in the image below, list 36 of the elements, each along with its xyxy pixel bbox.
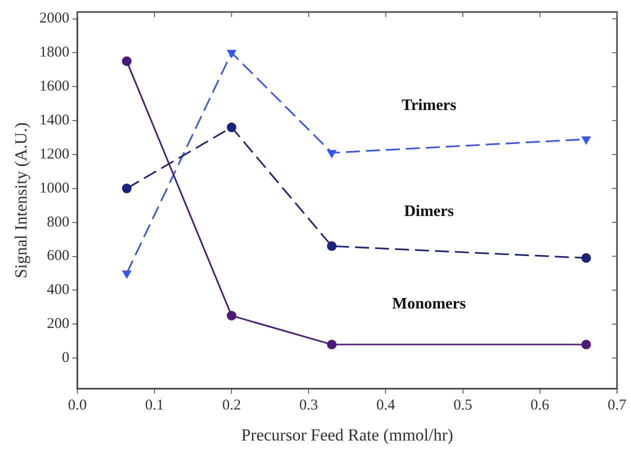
y-tick-label: 400 <box>46 282 70 298</box>
y-tick-label: 800 <box>46 214 70 230</box>
point <box>226 310 236 320</box>
y-axis-title: Signal Intensity (A.U.) <box>12 122 31 278</box>
y-tick-label: 1800 <box>39 44 70 61</box>
y-tick-label: 1000 <box>39 180 70 196</box>
point <box>326 340 337 350</box>
series-label: Dimers <box>404 203 454 220</box>
y-tick-label: 2000 <box>39 10 70 27</box>
y-tick-label: 0 <box>62 350 70 366</box>
point <box>122 56 132 66</box>
point <box>581 340 591 350</box>
x-tick-label: 0.6 <box>530 398 550 414</box>
point <box>122 270 131 278</box>
point <box>328 150 336 158</box>
x-axis-title: Precursor Feed Rate (mmol/hr) <box>241 425 454 444</box>
point <box>582 136 590 144</box>
x-tick-label: 0.7 <box>608 398 627 414</box>
series-label: Trimers <box>402 97 456 114</box>
y-tick-label: 600 <box>46 248 70 264</box>
y-tick-label: 200 <box>46 316 70 332</box>
point <box>226 122 236 132</box>
x-tick-label: 0.3 <box>299 398 318 414</box>
point <box>326 241 337 251</box>
point <box>581 253 591 263</box>
y-tick-label: 1400 <box>39 112 70 129</box>
x-tick-label: 0.5 <box>453 398 472 414</box>
y-tick-label: 1200 <box>39 146 70 162</box>
x-tick-label: 0.2 <box>222 398 241 414</box>
x-tick-label: 0.1 <box>145 398 164 414</box>
point <box>227 50 236 58</box>
series-label: Monomers <box>392 296 466 313</box>
point <box>122 184 132 194</box>
x-tick-label: 0.0 <box>68 398 87 414</box>
y-tick-label: 1600 <box>39 78 70 95</box>
x-tick-label: 0.4 <box>376 398 396 414</box>
